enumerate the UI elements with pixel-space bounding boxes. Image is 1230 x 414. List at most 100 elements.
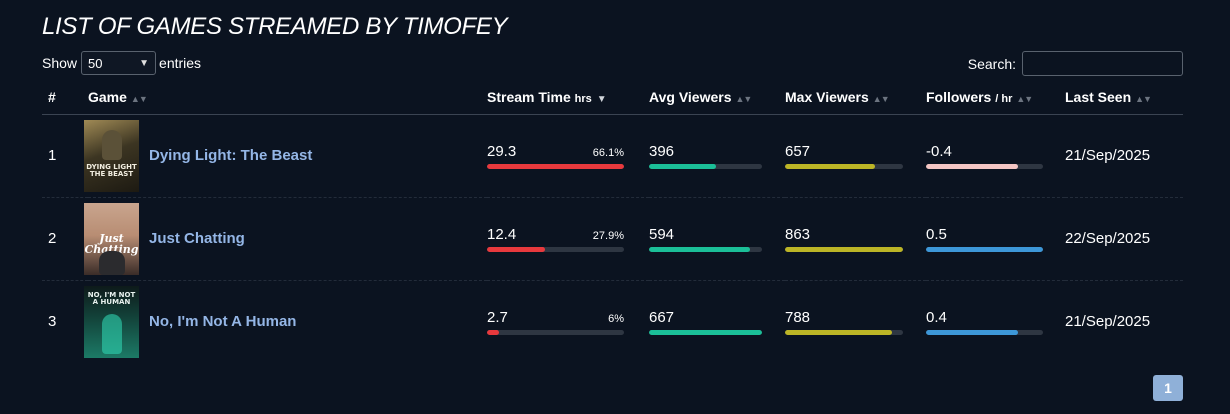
stream-time-percent: 66.1% (592, 146, 624, 159)
stream-time-value: 12.4 (487, 225, 517, 243)
game-link[interactable]: No, I'm Not A Human (149, 313, 297, 331)
avg-viewers-cell: 396 (649, 114, 785, 198)
last-seen-cell: 21/Sep/2025 (1065, 114, 1183, 198)
sort-both-icon: ▲▼ (1016, 93, 1033, 104)
box-art-logo-text: NO, I'M NOT A HUMAN (87, 290, 136, 306)
avg-viewers-bar (649, 329, 762, 335)
sort-desc-icon: ▼ (596, 93, 607, 105)
bar-fill (785, 246, 903, 252)
game-box-art[interactable]: DYING LIGHT THE BEAST (84, 119, 139, 192)
search-label: Search: (967, 55, 1016, 72)
game-link[interactable]: Just Chatting (149, 230, 245, 247)
header-last-seen-label: Last Seen (1065, 88, 1132, 105)
max-viewers-bar (785, 246, 903, 252)
avg-viewers-bar (649, 163, 762, 169)
box-art-logo-text: Just Chatting (84, 231, 139, 256)
bar-fill (649, 246, 750, 252)
header-stream-time-unit: hrs (574, 92, 592, 105)
rank-cell: 1 (42, 114, 88, 198)
followers-value: 0.4 (926, 308, 947, 326)
bar-fill (785, 163, 875, 169)
box-art-figure (102, 313, 122, 354)
stream-time-value: 2.7 (487, 308, 508, 326)
rank-cell: 2 (42, 197, 88, 281)
bar-fill (926, 163, 1019, 169)
stream-time-percent: 27.9% (592, 229, 624, 242)
game-box-art[interactable]: Just Chatting (84, 202, 139, 275)
box-art-logo-text: DYING LIGHT THE BEAST (86, 162, 137, 178)
stream-time-cell: 12.4 27.9% (487, 197, 649, 281)
header-max-viewers[interactable]: Max Viewers ▲▼ (785, 80, 926, 115)
stream-time-cell: 2.7 6% (487, 280, 649, 363)
header-followers-unit: / hr (995, 92, 1013, 105)
max-viewers-bar (785, 163, 903, 169)
avg-viewers-cell: 594 (649, 197, 785, 281)
entries-label: entries (159, 55, 202, 71)
bar-fill (649, 163, 716, 169)
search-control: Search: (968, 51, 1183, 76)
box-art-figure (102, 129, 122, 160)
page-title: LIST OF GAMES STREAMED BY TIMOFEY (42, 13, 508, 40)
followers-cell: 0.4 (926, 280, 1065, 363)
header-rank[interactable]: # (42, 80, 88, 115)
table-row: 3 NO, I'M NOT A HUMAN No, I'm Not A Huma… (42, 280, 1183, 363)
max-viewers-cell: 788 (785, 280, 926, 363)
followers-bar (926, 246, 1043, 252)
header-stream-time[interactable]: Stream Time hrs ▼ (487, 80, 649, 115)
followers-bar (926, 329, 1043, 335)
avg-viewers-bar (649, 246, 762, 252)
rank-cell: 3 (48, 313, 57, 331)
header-avg-viewers-label: Avg Viewers (649, 88, 732, 105)
stream-time-value: 29.3 (487, 142, 517, 160)
sort-both-icon: ▲▼ (130, 93, 148, 104)
header-game[interactable]: Game ▲▼ (88, 80, 487, 115)
table-header-row: # Game ▲▼ Stream Time hrs ▼ Avg Viewers ▲▼ … (42, 80, 1183, 115)
last-seen-cell: 22/Sep/2025 (1065, 197, 1183, 281)
entries-select-value: 50 (88, 55, 103, 71)
max-viewers-value: 788 (785, 308, 811, 326)
game-cell: NO, I'M NOT A HUMAN No, I'm Not A Human (84, 280, 487, 363)
header-last-seen[interactable]: Last Seen ▲▼ (1065, 80, 1183, 115)
max-viewers-bar (785, 329, 903, 335)
header-stream-time-label: Stream Time (487, 88, 571, 105)
stream-time-bar (487, 163, 624, 169)
game-box-art[interactable]: NO, I'M NOT A HUMAN (84, 285, 139, 358)
avg-viewers-cell: 667 (649, 280, 785, 363)
header-avg-viewers[interactable]: Avg Viewers ▲▼ (649, 80, 785, 115)
followers-value: -0.4 (926, 142, 952, 160)
header-game-label: Game (88, 88, 127, 105)
avg-viewers-value: 594 (649, 225, 675, 243)
followers-bar (926, 163, 1043, 169)
stream-time-cell: 29.3 66.1% (487, 114, 649, 198)
followers-value: 0.5 (926, 225, 947, 243)
table-row: 2 Just Chatting Just Chatting 12.4 (42, 197, 1183, 281)
bar-fill (487, 163, 624, 169)
pagination-page-button[interactable]: 1 (1153, 375, 1183, 401)
bar-fill (785, 329, 893, 335)
show-label: Show (42, 55, 78, 71)
bar-fill (926, 246, 1043, 252)
search-input[interactable] (1022, 51, 1183, 76)
bar-fill (649, 329, 762, 335)
bar-fill (487, 246, 545, 252)
max-viewers-cell: 863 (785, 197, 926, 281)
chevron-down-icon: ▼ (139, 57, 150, 69)
box-art-figure (99, 250, 125, 275)
games-table: # Game ▲▼ Stream Time hrs ▼ Avg Viewers ▲▼ … (42, 80, 1183, 363)
table-row: 1 DYING LIGHT THE BEAST Dying Light: The… (42, 114, 1183, 198)
header-followers-label: Followers (926, 88, 992, 105)
entries-length-control: Show 50 ▼ entries (42, 51, 201, 75)
header-followers[interactable]: Followers / hr ▲▼ (926, 80, 1065, 115)
game-cell: Just Chatting Just Chatting (84, 197, 487, 281)
game-link[interactable]: Dying Light: The Beast (149, 147, 313, 164)
bar-fill (487, 329, 500, 335)
max-viewers-value: 863 (785, 225, 811, 243)
stream-time-bar (487, 246, 624, 252)
stream-time-bar (487, 329, 624, 335)
entries-select[interactable]: 50 ▼ (81, 51, 157, 75)
followers-cell: 0.5 (926, 197, 1065, 281)
last-seen-cell: 21/Sep/2025 (1065, 313, 1151, 331)
followers-cell: -0.4 (926, 114, 1065, 198)
sort-both-icon: ▲▼ (735, 93, 753, 104)
sort-both-icon: ▲▼ (1135, 93, 1152, 104)
